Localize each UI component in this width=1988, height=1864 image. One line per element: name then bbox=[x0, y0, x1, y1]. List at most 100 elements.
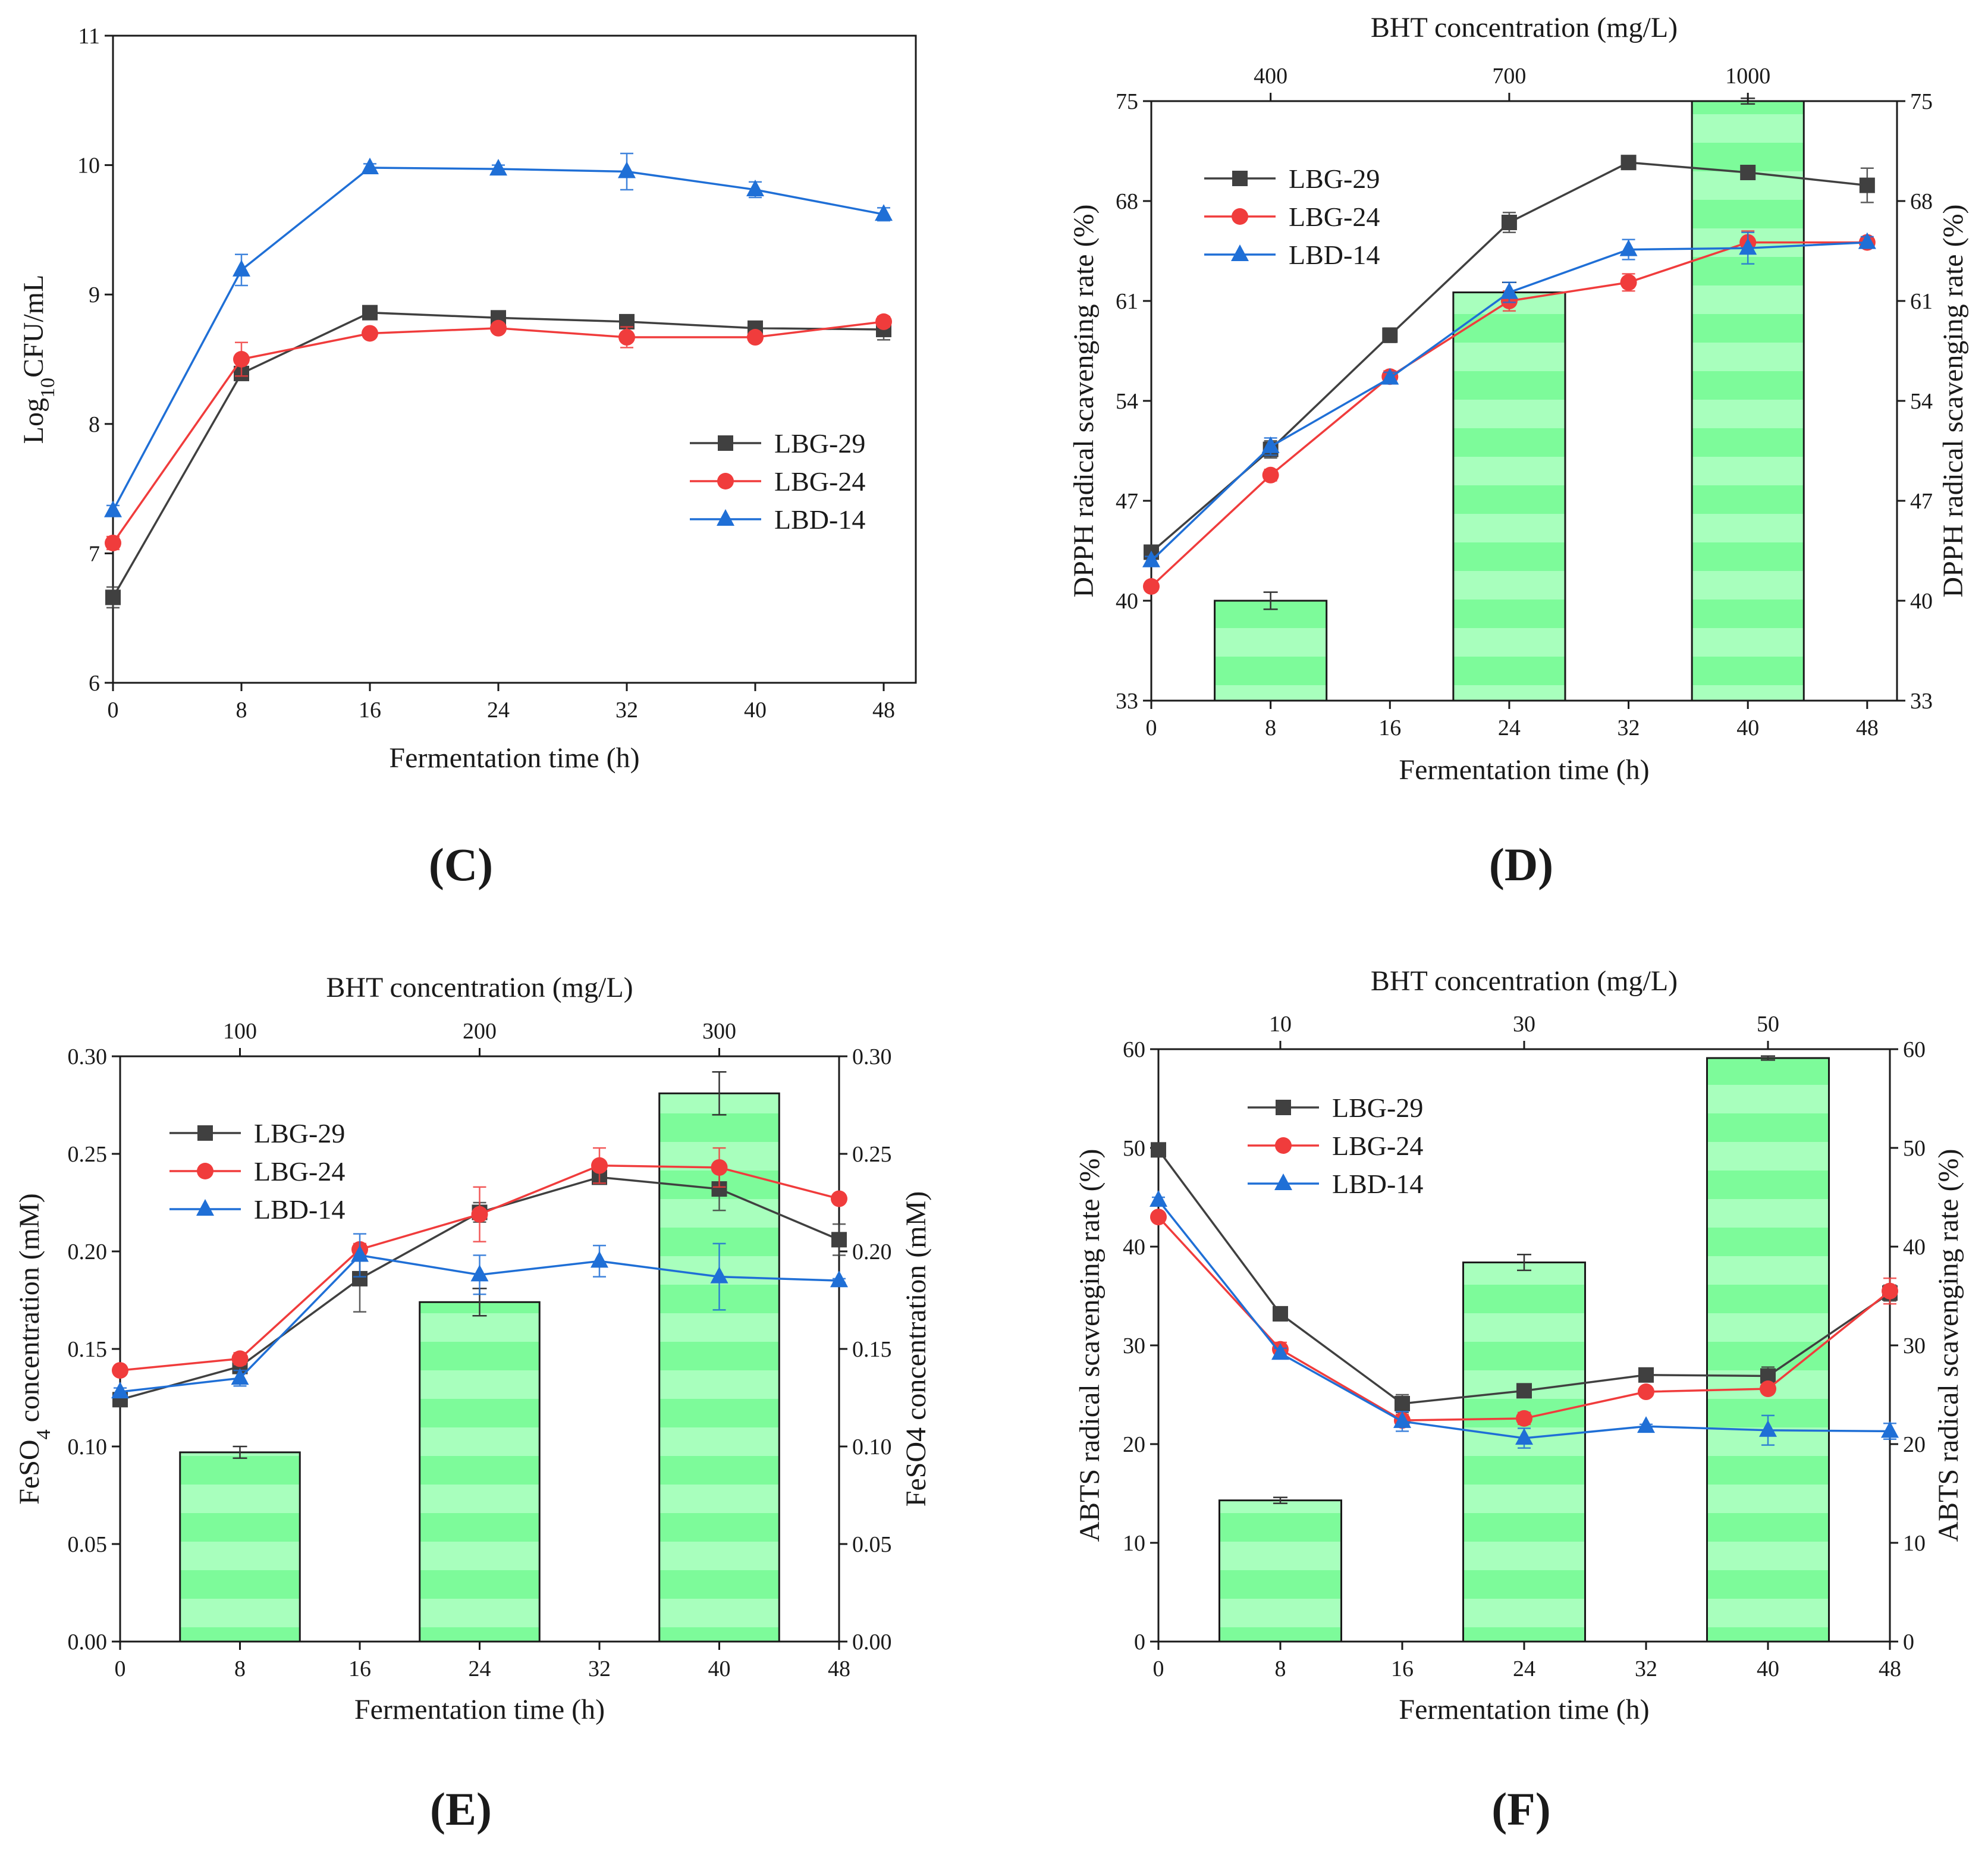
bar-1000 bbox=[1691, 100, 1805, 702]
legend-item-lbg-29: LBG-29 bbox=[169, 1118, 345, 1148]
y-axis-title-part: CFU/mL bbox=[18, 275, 49, 378]
y-axis-title-subscript: 10 bbox=[37, 378, 59, 398]
data-point-lbg-29 bbox=[1395, 1395, 1410, 1411]
legend-label: LBG-29 bbox=[1289, 164, 1380, 194]
legend-marker bbox=[1275, 1137, 1292, 1154]
legend-label: LBG-29 bbox=[1332, 1093, 1423, 1123]
x-tick-label: 40 bbox=[744, 698, 767, 723]
data-point-lbg-24 bbox=[875, 313, 892, 330]
data-point-lbd-14 bbox=[875, 204, 893, 221]
y-tick-label: 20 bbox=[1123, 1432, 1145, 1457]
panel-label: (D) bbox=[1489, 839, 1553, 890]
data-point-lbg-29 bbox=[1273, 1306, 1288, 1322]
x-tick-label: 24 bbox=[1498, 716, 1521, 740]
data-point-lbd-14 bbox=[104, 500, 122, 517]
legend-label: LBG-24 bbox=[774, 466, 865, 497]
data-point-lbd-14 bbox=[1142, 550, 1160, 567]
data-point-lbg-24 bbox=[1143, 578, 1160, 595]
y-right-tick-label: 61 bbox=[1910, 289, 1933, 314]
y-tick-label: 0.05 bbox=[68, 1532, 108, 1557]
x-tick-label: 0 bbox=[1146, 716, 1157, 740]
y-axis-title: ABTS radical scavenging rate (%) bbox=[1074, 1148, 1106, 1542]
data-point-lbd-14 bbox=[1739, 238, 1757, 255]
legend-marker bbox=[197, 1163, 213, 1179]
y-right-tick-label: 0 bbox=[1903, 1630, 1914, 1655]
legend-marker bbox=[1231, 244, 1249, 261]
y-tick-label: 0.15 bbox=[68, 1337, 108, 1362]
x-tick-label: 48 bbox=[828, 1656, 850, 1681]
data-point-lbg-24 bbox=[618, 329, 635, 346]
legend-marker bbox=[717, 473, 734, 489]
data-point-lbd-14 bbox=[1150, 1190, 1167, 1207]
y-right-tick-label: 0.10 bbox=[852, 1435, 892, 1460]
bar-error-400 bbox=[1263, 591, 1278, 610]
y-tick-label: 0 bbox=[1134, 1630, 1145, 1655]
data-point-lbg-24 bbox=[1516, 1410, 1532, 1427]
y-tick-label: 0.00 bbox=[68, 1630, 108, 1655]
y-right-tick-label: 40 bbox=[1910, 589, 1933, 614]
legend-label: LBD-14 bbox=[254, 1194, 345, 1225]
y-tick-label: 50 bbox=[1123, 1136, 1145, 1161]
legend-label: LBG-24 bbox=[254, 1156, 345, 1187]
legend-item-lbd-14: LBD-14 bbox=[1204, 240, 1380, 270]
y-axis-title-part: Log bbox=[18, 398, 49, 444]
data-point-lbg-29 bbox=[831, 1232, 847, 1248]
series-lbd-14 bbox=[1150, 1190, 1899, 1449]
y-tick-label: 0.10 bbox=[68, 1435, 108, 1460]
y-right-tick-label: 30 bbox=[1903, 1333, 1926, 1358]
top-tick-label: 10 bbox=[1269, 1012, 1292, 1037]
legend-item-lbg-29: LBG-29 bbox=[1204, 164, 1380, 194]
data-point-lbg-24 bbox=[1262, 466, 1279, 484]
legend-marker bbox=[1276, 1100, 1291, 1115]
top-axis-title: BHT concentration (mg/L) bbox=[1371, 12, 1678, 43]
data-point-lbg-24 bbox=[1882, 1282, 1898, 1300]
y-tick-label: 30 bbox=[1123, 1333, 1145, 1358]
data-point-lbg-24 bbox=[1150, 1209, 1167, 1226]
x-tick-label: 40 bbox=[708, 1656, 731, 1681]
data-point-lbg-29 bbox=[1740, 165, 1756, 180]
series-lbg-24 bbox=[105, 313, 892, 551]
data-point-lbg-29 bbox=[1382, 327, 1398, 343]
legend-item-lbg-29: LBG-29 bbox=[690, 428, 865, 459]
data-point-lbg-24 bbox=[490, 319, 507, 337]
legend-item-lbd-14: LBD-14 bbox=[690, 504, 865, 535]
y-axis-title: DPPH radical scavenging rate (%) bbox=[1068, 204, 1100, 597]
x-tick-label: 0 bbox=[115, 1656, 126, 1681]
data-point-lbd-14 bbox=[591, 1251, 608, 1268]
bar-error-300 bbox=[712, 1071, 727, 1116]
y-tick-label: 68 bbox=[1116, 189, 1138, 214]
data-point-lbg-24 bbox=[747, 329, 764, 346]
x-tick-label: 24 bbox=[469, 1656, 491, 1681]
data-point-lbg-24 bbox=[105, 534, 121, 551]
data-point-lbd-14 bbox=[1619, 239, 1638, 256]
bar-error-100 bbox=[233, 1445, 247, 1459]
top-tick-label: 700 bbox=[1492, 64, 1526, 89]
data-point-lbg-29 bbox=[1151, 1142, 1166, 1158]
y-axis-title-part: FeSO bbox=[14, 1439, 45, 1504]
top-tick-label: 1000 bbox=[1725, 64, 1770, 89]
x-tick-label: 16 bbox=[1378, 716, 1401, 740]
y-tick-label: 7 bbox=[89, 541, 100, 566]
legend-label: LBG-24 bbox=[1289, 202, 1380, 232]
y-right-axis-title: FeSO4 concentration (mM) bbox=[900, 1191, 932, 1507]
bar-error-10 bbox=[1273, 1496, 1287, 1504]
data-point-lbd-14 bbox=[233, 259, 250, 277]
x-tick-label: 24 bbox=[1513, 1656, 1535, 1681]
data-point-lbg-24 bbox=[1620, 274, 1637, 291]
x-tick-label: 8 bbox=[234, 1656, 246, 1681]
legend-marker bbox=[1232, 208, 1248, 225]
data-point-lbd-14 bbox=[710, 1266, 728, 1284]
x-tick-label: 48 bbox=[872, 698, 895, 723]
data-point-lbd-14 bbox=[1858, 232, 1876, 249]
y-right-tick-label: 54 bbox=[1910, 389, 1933, 414]
legend-marker bbox=[196, 1199, 214, 1216]
bar-10 bbox=[1218, 1499, 1342, 1643]
data-point-lbg-24 bbox=[112, 1362, 128, 1379]
data-point-lbd-14 bbox=[470, 1264, 489, 1282]
x-tick-label: 48 bbox=[1856, 716, 1879, 740]
data-point-lbg-24 bbox=[831, 1190, 847, 1207]
y-tick-label: 11 bbox=[78, 24, 100, 49]
data-point-lbg-24 bbox=[471, 1206, 488, 1223]
x-tick-label: 32 bbox=[1618, 716, 1640, 740]
